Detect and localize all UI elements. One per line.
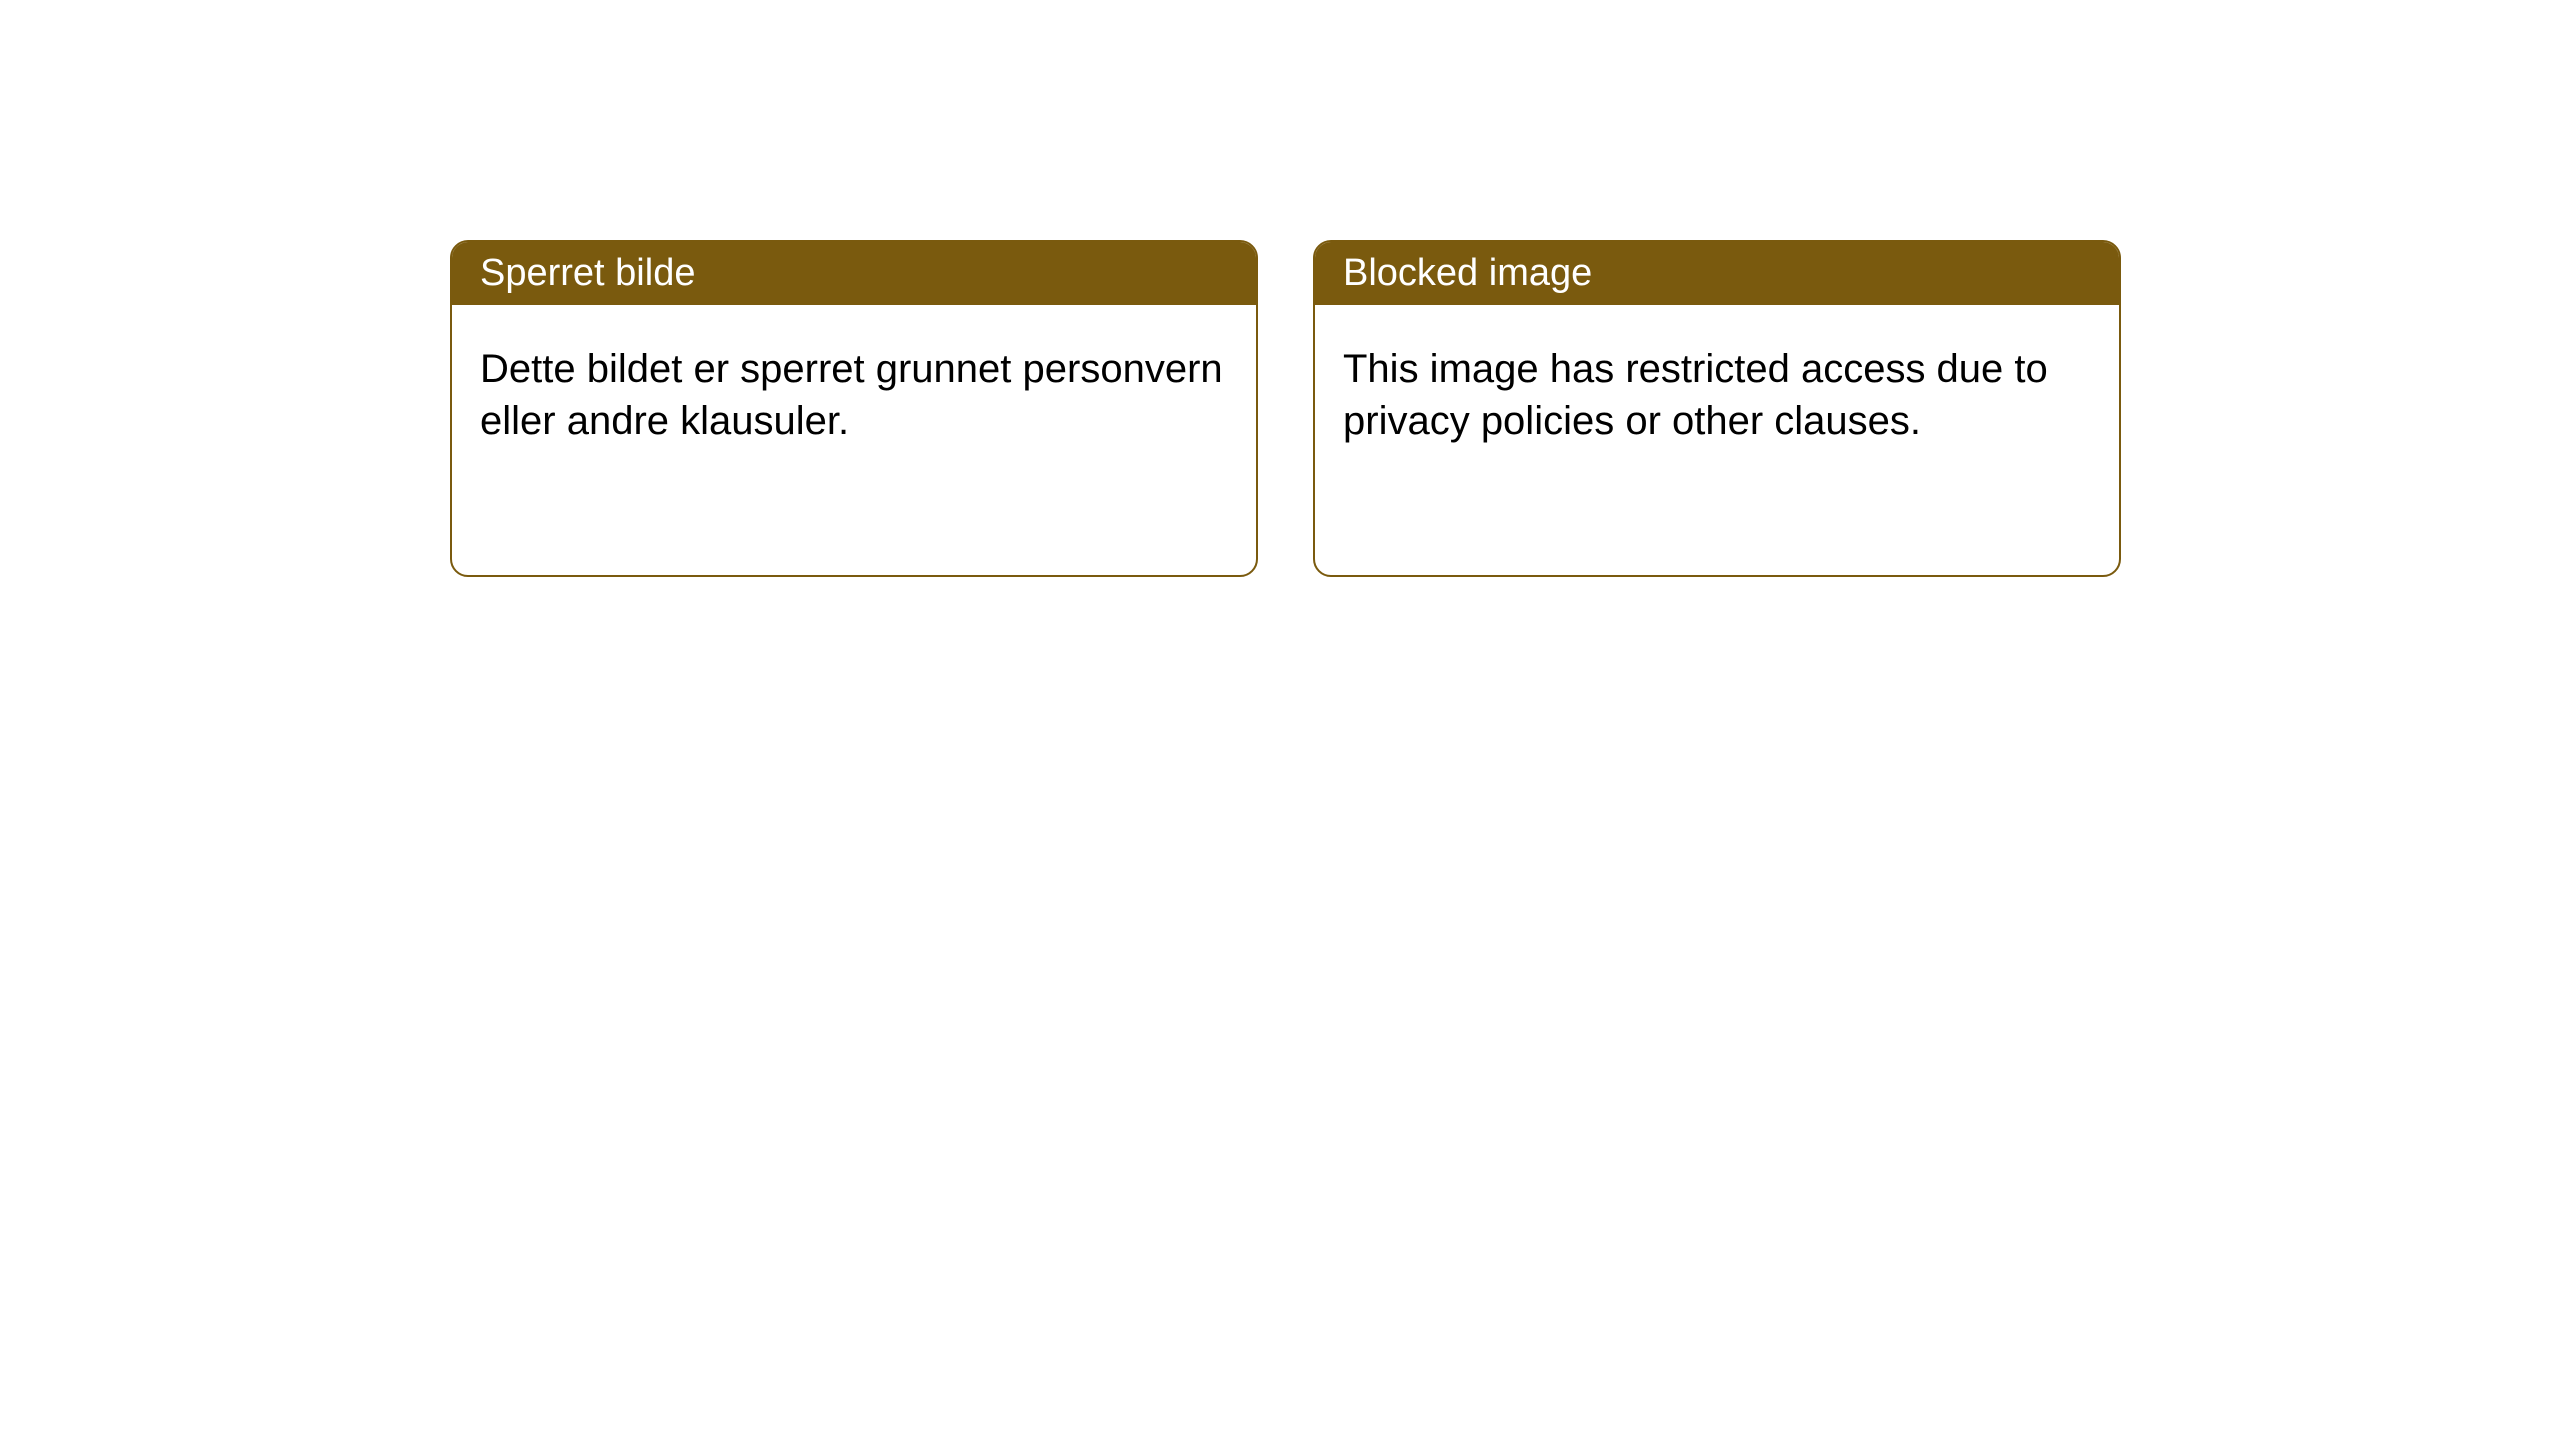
- notice-cards-container: Sperret bilde Dette bildet er sperret gr…: [450, 240, 2121, 577]
- card-body: Dette bildet er sperret grunnet personve…: [452, 305, 1256, 575]
- card-body: This image has restricted access due to …: [1315, 305, 2119, 575]
- notice-card-english: Blocked image This image has restricted …: [1313, 240, 2121, 577]
- card-title: Sperret bilde: [480, 252, 695, 294]
- card-body-text: This image has restricted access due to …: [1343, 347, 2048, 443]
- card-body-text: Dette bildet er sperret grunnet personve…: [480, 347, 1223, 443]
- notice-card-norwegian: Sperret bilde Dette bildet er sperret gr…: [450, 240, 1258, 577]
- card-title: Blocked image: [1343, 252, 1592, 294]
- card-header: Sperret bilde: [452, 242, 1256, 305]
- card-header: Blocked image: [1315, 242, 2119, 305]
